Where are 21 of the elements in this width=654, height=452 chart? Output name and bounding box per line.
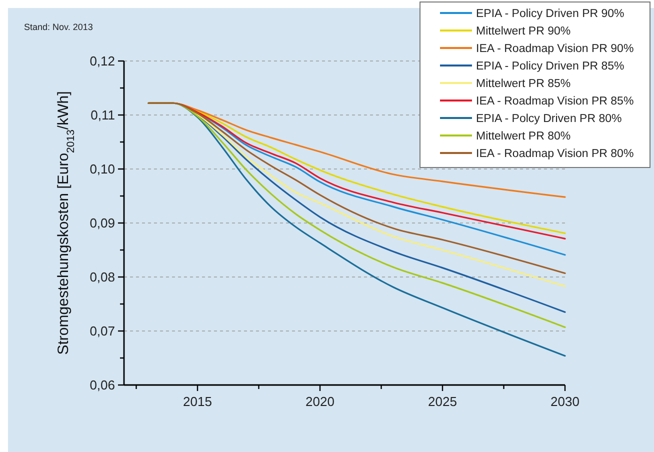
legend-label: EPIA - Policy Driven PR 90% xyxy=(476,8,624,20)
y-tick-label: 0,11 xyxy=(90,108,115,123)
x-tick-label: 2030 xyxy=(550,394,580,409)
y-tick-label: 0,07 xyxy=(90,324,115,339)
legend-label: EPIA - Polcy Driven PR 80% xyxy=(476,113,622,126)
y-tick-label: 0,12 xyxy=(90,54,115,69)
y-tick-label: 0,08 xyxy=(90,270,115,285)
x-tick-label: 2015 xyxy=(183,394,212,409)
legend-label: IEA - Roadmap Vision PR 90% xyxy=(476,43,634,56)
legend-label: Mittelwert PR 85% xyxy=(476,78,571,90)
text: Stand: Nov. 2013 xyxy=(24,22,93,32)
legend-label: Mittelwert PR 90% xyxy=(476,26,571,38)
y-tick-label: 0,10 xyxy=(90,162,115,177)
legend-label: Mittelwert PR 80% xyxy=(476,130,571,143)
y-tick-label: 0,06 xyxy=(90,378,115,393)
y-tick-label: 0,09 xyxy=(90,216,115,231)
legend-label: EPIA - Policy Driven PR 85% xyxy=(476,60,624,73)
x-tick-label: 2020 xyxy=(306,394,334,409)
legend-label: IEA - Roadmap Vision PR 80% xyxy=(476,148,634,160)
x-tick-label: 2025 xyxy=(428,394,457,409)
legend-label: IEA - Roadmap Vision PR 85% xyxy=(476,96,634,108)
